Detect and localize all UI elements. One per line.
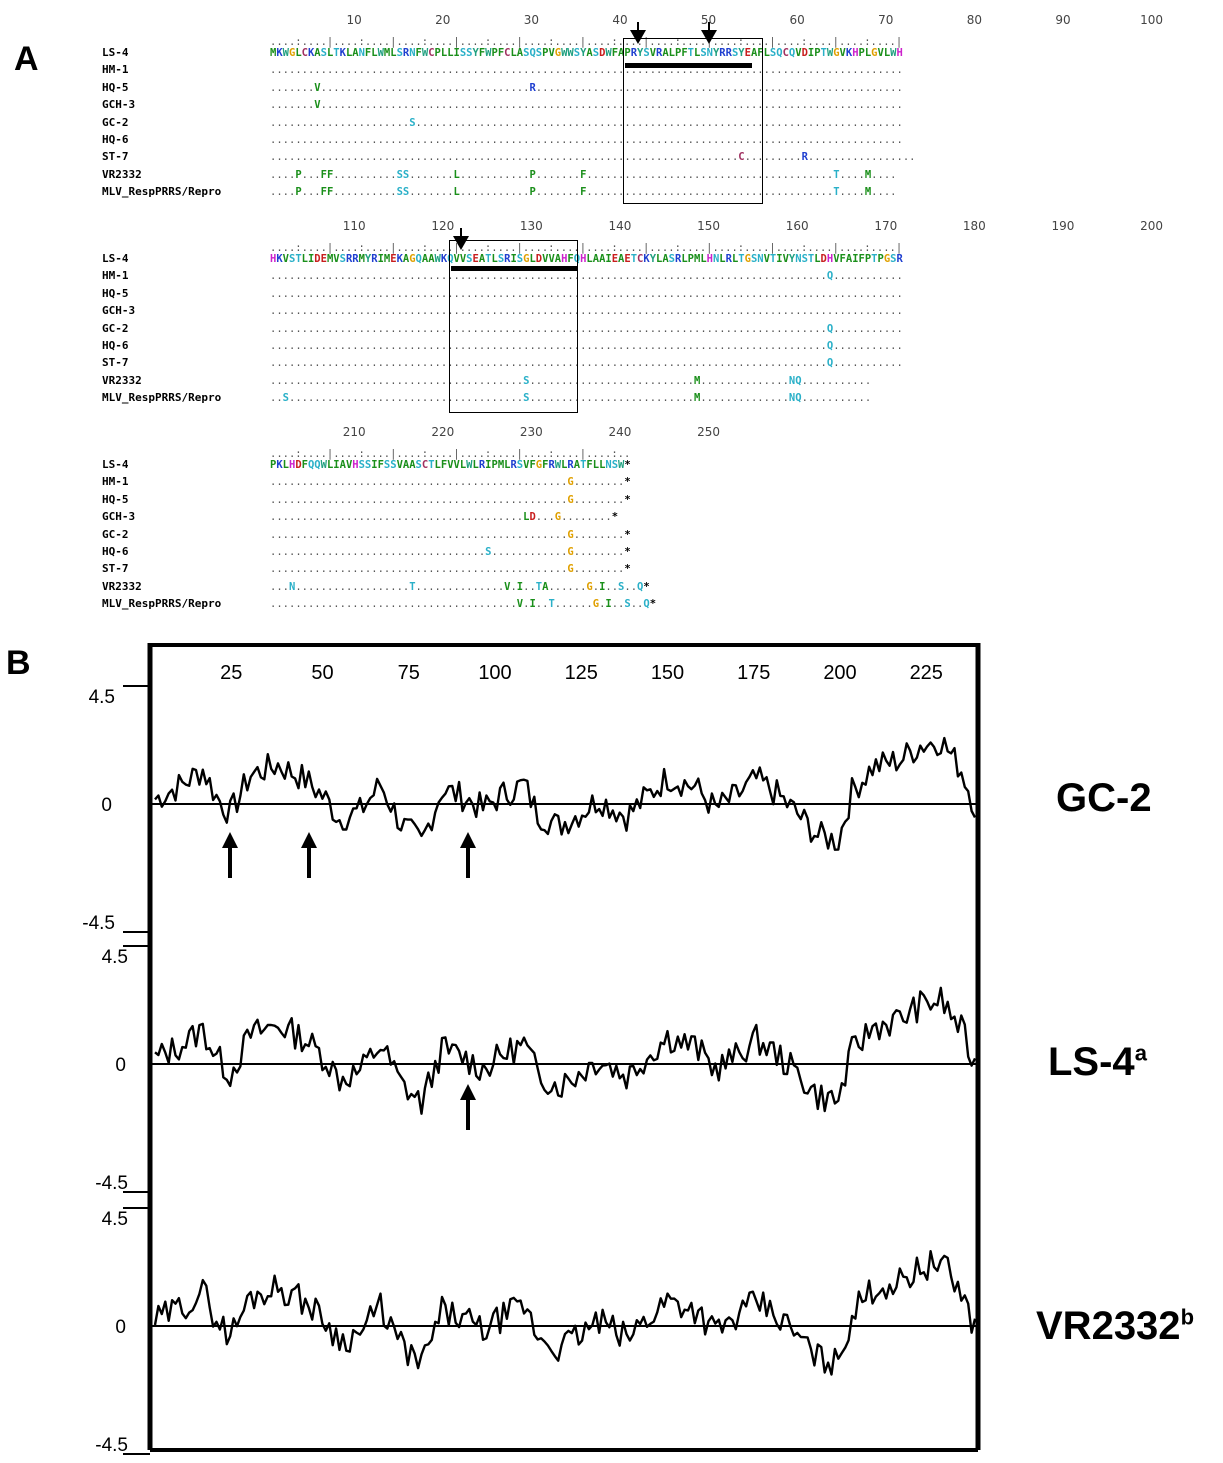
up-arrow-head xyxy=(460,1084,476,1100)
x-tick-label: 75 xyxy=(398,662,420,684)
hydropathy-curve xyxy=(155,738,975,850)
x-tick-label: 200 xyxy=(823,662,856,684)
x-tick-label: 150 xyxy=(651,662,684,684)
y-label-top: 4.5 xyxy=(102,947,128,968)
y-label-zero: 0 xyxy=(115,1317,126,1338)
profile-label-vr2332: VR2332b xyxy=(1036,1304,1194,1349)
x-tick-label: 175 xyxy=(737,662,770,684)
x-tick-label: 225 xyxy=(910,662,943,684)
x-tick-label: 125 xyxy=(565,662,598,684)
y-label-bottom: -4.5 xyxy=(82,913,115,934)
x-tick-label: 50 xyxy=(311,662,333,684)
up-arrow-head xyxy=(301,832,317,848)
x-tick-label: 25 xyxy=(220,662,242,684)
x-tick-label: 100 xyxy=(478,662,511,684)
profile-label-gc2: GC-2 xyxy=(1056,776,1152,821)
y-label-top: 4.5 xyxy=(89,687,115,708)
hydropathy-curve xyxy=(155,988,975,1114)
up-arrow-head xyxy=(460,832,476,848)
y-label-bottom: -4.5 xyxy=(95,1435,128,1456)
y-label-top: 4.5 xyxy=(102,1209,128,1230)
up-arrow-head xyxy=(222,832,238,848)
hydropathy-curve xyxy=(155,1251,975,1374)
y-label-zero: 0 xyxy=(101,795,112,816)
profile-label-ls4: LS-4a xyxy=(1048,1040,1147,1085)
y-label-bottom: -4.5 xyxy=(95,1173,128,1194)
y-label-zero: 0 xyxy=(115,1055,126,1076)
